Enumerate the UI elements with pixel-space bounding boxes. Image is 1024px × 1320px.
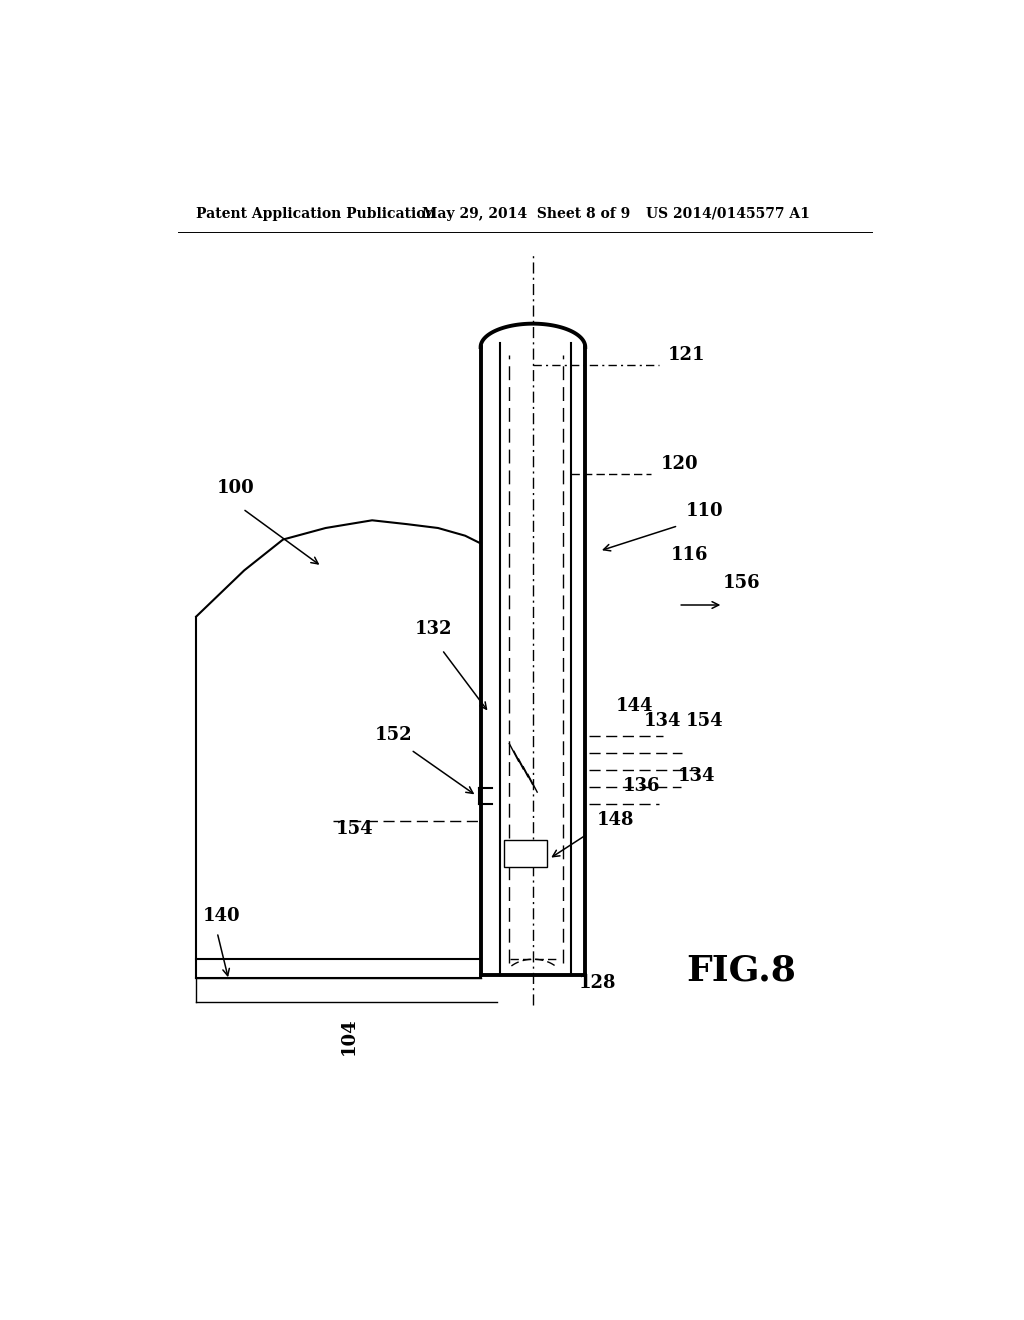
Text: May 29, 2014  Sheet 8 of 9: May 29, 2014 Sheet 8 of 9 bbox=[423, 207, 631, 220]
Text: 152: 152 bbox=[375, 726, 412, 743]
Text: 132: 132 bbox=[415, 620, 453, 639]
Text: 120: 120 bbox=[660, 455, 698, 474]
Text: 144: 144 bbox=[616, 697, 653, 715]
Text: 134: 134 bbox=[678, 767, 716, 784]
Text: Patent Application Publication: Patent Application Publication bbox=[197, 207, 436, 220]
Text: 121: 121 bbox=[669, 346, 706, 364]
Text: US 2014/0145577 A1: US 2014/0145577 A1 bbox=[646, 207, 810, 220]
Text: 156: 156 bbox=[723, 574, 761, 593]
Text: 148: 148 bbox=[597, 812, 635, 829]
Text: 110: 110 bbox=[686, 503, 724, 520]
Text: 134: 134 bbox=[643, 711, 681, 730]
Text: 154: 154 bbox=[336, 821, 374, 838]
Text: 128: 128 bbox=[579, 974, 616, 993]
Text: 136: 136 bbox=[623, 777, 659, 796]
Text: 154: 154 bbox=[686, 711, 724, 730]
Text: 116: 116 bbox=[671, 546, 708, 565]
Bar bbox=[504, 840, 547, 867]
Text: 140: 140 bbox=[203, 907, 240, 925]
Text: FIG.8: FIG.8 bbox=[686, 954, 796, 987]
Text: 104: 104 bbox=[340, 1018, 357, 1055]
Text: 100: 100 bbox=[217, 479, 255, 498]
